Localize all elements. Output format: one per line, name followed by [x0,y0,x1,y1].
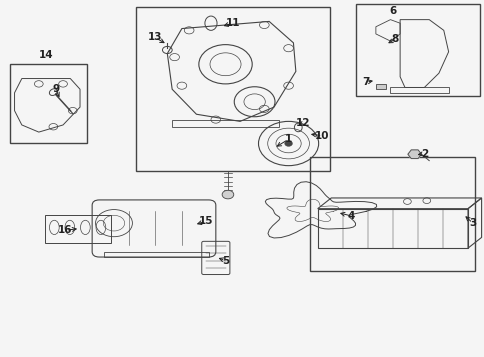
Text: 13: 13 [148,32,162,42]
Text: 8: 8 [391,34,398,44]
Text: 2: 2 [420,149,427,159]
Polygon shape [407,150,421,159]
Text: 12: 12 [295,118,310,128]
Polygon shape [375,84,385,89]
Text: 1: 1 [285,134,291,144]
Text: 11: 11 [225,18,240,28]
Text: 4: 4 [347,211,355,221]
Text: 15: 15 [198,216,213,226]
Text: 10: 10 [315,131,329,141]
Circle shape [284,141,292,146]
Text: 5: 5 [222,256,228,266]
Text: 7: 7 [362,77,369,87]
Circle shape [222,190,233,199]
Text: 9: 9 [52,84,59,94]
Text: 3: 3 [469,218,475,228]
Text: 16: 16 [58,225,73,235]
Text: 14: 14 [39,50,53,60]
Text: 6: 6 [389,6,395,16]
